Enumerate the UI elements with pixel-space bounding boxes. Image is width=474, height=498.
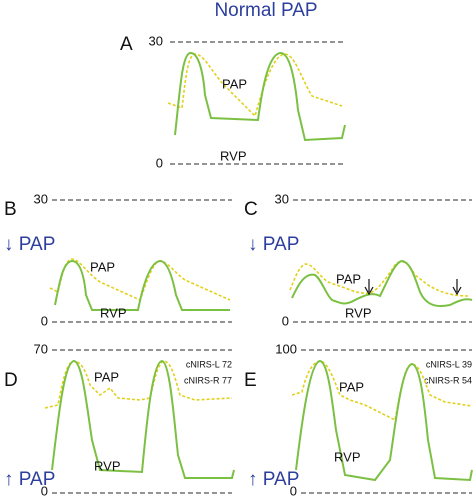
annotation: ↓ PAP (248, 234, 299, 255)
panel-d: D 70 cNIRS-L 72 cNIRS-R 77 ↑ PAP 0 PAP R… (4, 341, 235, 498)
pap-wave (289, 260, 471, 297)
panel-b: B 30 ↓ PAP 0 PAP RVP (4, 191, 232, 328)
annotation: ↑ PAP (248, 469, 299, 490)
note: cNIRS-R 77 (184, 375, 232, 385)
panel-label: E (244, 370, 257, 391)
tick-label: 30 (149, 33, 163, 48)
rvp-wave (295, 359, 473, 482)
tick-label: 30 (34, 191, 48, 206)
rvp-wave (291, 259, 473, 308)
annotation: ↓ PAP (4, 234, 55, 255)
arrow-head (364, 286, 374, 296)
tick-label: 0 (282, 313, 289, 328)
pap-label: PAP (336, 271, 361, 286)
tick-label: 70 (34, 341, 48, 356)
rvp-wave (174, 52, 346, 142)
panel-c: C 30 ↓ PAP 0 PAP RVP (244, 191, 473, 328)
panel-a: A 30 0 PAP RVP (120, 33, 346, 170)
rvp-wave (51, 359, 235, 479)
note: cNIRS-L 39 (426, 359, 472, 369)
rvp-wave (54, 259, 230, 311)
panel-label: D (4, 370, 18, 391)
arrow-head (452, 286, 462, 296)
panel-e: E 100 cNIRS-L 39 cNIRS-R 54 ↑ PAP 0 PAP … (244, 341, 473, 498)
rvp-label: RVP (220, 148, 247, 163)
rvp-label: RVP (345, 305, 372, 320)
tick-label: 0 (41, 313, 48, 328)
tick-label: 0 (41, 483, 48, 498)
rvp-label: RVP (100, 305, 127, 320)
pap-wave (44, 360, 233, 409)
pap-label: PAP (90, 259, 115, 274)
annotation: ↑ PAP (4, 469, 55, 490)
title: Normal PAP (214, 0, 317, 21)
pap-label: PAP (222, 76, 247, 91)
rvp-label: RVP (334, 449, 361, 464)
note: cNIRS-L 72 (186, 359, 232, 369)
note: cNIRS-R 54 (424, 375, 472, 385)
panel-label: C (244, 199, 258, 220)
pap-wave (49, 258, 231, 302)
pap-wave (291, 360, 473, 422)
tick-label: 100 (275, 341, 297, 356)
tick-label: 30 (275, 191, 289, 206)
pap-wave (167, 53, 343, 118)
pap-label: PAP (339, 379, 364, 394)
tick-label: 0 (290, 483, 297, 498)
rvp-label: RVP (94, 458, 121, 473)
pap-label: PAP (94, 369, 119, 384)
tick-label: 0 (156, 155, 163, 170)
panel-label: A (120, 34, 133, 55)
panel-label: B (4, 199, 17, 220)
